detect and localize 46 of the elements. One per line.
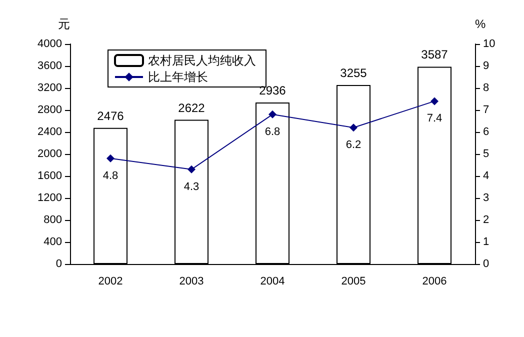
data-label: 2936 [259,84,286,98]
y2-tick-label: 9 [483,60,490,72]
y-tick-label: 4000 [38,38,62,50]
y2-tick-label: 2 [483,214,490,226]
y2-tick-label: 3 [483,192,490,204]
y-axis-title: 元 [58,17,70,31]
x-tick-label: 2006 [422,276,447,288]
data-label: 6.8 [264,126,280,138]
data-label: 3255 [340,66,368,80]
point [188,165,196,174]
y-tick-label: 0 [56,258,62,270]
y-tick-label: 2000 [38,148,62,160]
x-tick-label: 2002 [98,276,123,288]
data-label: 3587 [421,48,448,62]
y2-tick-label: 6 [483,126,490,138]
y2-tick-label: 1 [483,236,490,248]
y-tick-label: 1600 [38,170,62,182]
data-label: 4.8 [102,170,118,182]
x-tick-label: 2003 [179,276,204,288]
point [430,97,438,106]
y2-tick-label: 5 [483,148,490,160]
y-tick-label: 3600 [38,60,62,72]
data-label: 2476 [97,108,124,123]
y-tick-label: 400 [44,236,62,248]
point [268,110,276,118]
y-tick-label: 3200 [38,82,62,94]
y-tick-label: 1200 [38,192,62,204]
legend-label: 比上年增长 [148,70,208,84]
y2-axis-title: % [475,17,486,31]
point [350,124,358,132]
data-label: 6.2 [346,139,362,152]
y2-tick-label: 8 [483,82,490,94]
y2-tick-label: 7 [483,104,490,116]
y2-tick-label: 10 [483,38,496,50]
y-tick-label: 2400 [38,126,62,138]
y-tick-label: 2800 [38,104,62,116]
data-label: 2622 [178,100,206,115]
x-tick-label: 2005 [341,276,366,288]
x-tick-label: 2004 [260,276,285,288]
y2-tick-label: 0 [483,258,490,270]
y2-tick-label: 4 [483,170,490,182]
point [106,154,114,162]
legend-label: 农村居民人均纯收入 [148,54,256,68]
y-tick-label: 800 [44,214,62,226]
data-label: 4.3 [184,180,200,193]
data-label: 7.4 [426,112,442,125]
